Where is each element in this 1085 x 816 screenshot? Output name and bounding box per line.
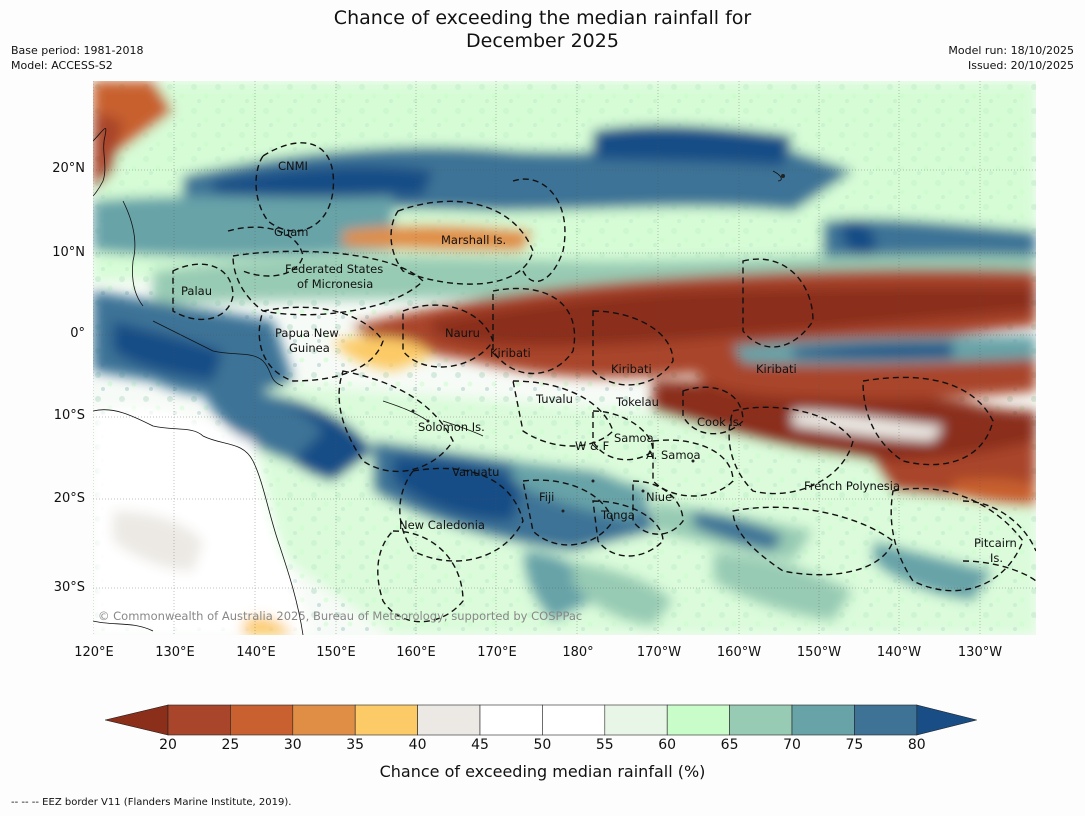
eez-footer-note: -- -- -- EEZ border V11 (Flanders Marine… [11,797,292,808]
label-wf: W & F [575,439,610,453]
colorbar-segment [729,704,793,736]
colorbar-tick-label: 45 [471,737,489,753]
lat-tick: 20°N [52,161,85,176]
label-guam: Guam [274,225,309,239]
label-frpoly: French Polynesia [804,479,901,493]
colorbar-segment [167,704,231,736]
lon-tick: 160°W [716,645,762,660]
colorbar-extend-low [105,704,169,736]
label-kiribati-3: Kiribati [756,362,797,376]
lon-tick: 150°E [316,645,356,660]
label-kiribati-1: Kiribati [490,346,531,360]
base-period: Base period: 1981-2018 [11,44,144,57]
label-cook: Cook Is. [697,415,743,429]
colorbar-segment [791,704,855,736]
lon-tick: 140°E [236,645,276,660]
title-line-2: December 2025 [466,30,619,52]
issued-date: Issued: 20/10/2025 [967,59,1074,72]
lon-tick: 180° [562,645,594,660]
title-line-1: Chance of exceeding the median rainfall … [333,7,752,29]
label-niue: Niue [646,490,673,504]
label-solomon: Solomon Is. [418,420,485,434]
colorbar-segment [604,704,668,736]
lon-tick: 170°W [636,645,682,660]
lat-tick: 10°N [52,245,85,260]
lon-tick: 120°E [74,645,114,660]
colorbar-segment [542,704,606,736]
label-png-1: Papua New [275,326,339,340]
coastlines [93,127,782,635]
label-marshall: Marshall Is. [441,233,507,247]
colorbar-segment [417,704,481,736]
chart-title: Chance of exceeding the median rainfall … [0,7,1085,53]
colorbar-tick-label: 20 [159,737,177,753]
colorbar-segment [230,704,294,736]
lon-tick: 170°E [477,645,517,660]
colorbar-extend-high [916,704,977,736]
graticule [93,81,1036,635]
colorbar-segment [354,704,418,736]
label-newcal: New Caledonia [399,518,485,532]
colorbar-segment [479,704,543,736]
label-nauru: Nauru [445,326,480,340]
label-pitcairn-2: Is. [990,551,1004,565]
label-asamoa: A. Samoa [646,448,701,462]
model-run: Model run: 18/10/2025 [948,44,1074,57]
model-name: Model: ACCESS-S2 [11,59,113,72]
colorbar-label: Chance of exceeding median rainfall (%) [379,762,706,781]
label-fiji: Fiji [539,490,555,504]
colorbar-tick-label: 35 [346,737,365,753]
colorbar-tick-label: 65 [720,737,739,753]
label-kiribati-2: Kiribati [611,362,652,376]
meta-left: Base period: 1981-2018 Model: ACCESS-S2 [11,43,143,73]
lon-tick: 130°W [957,645,1003,660]
rainfall-map: CNMI Guam Marshall Is. Federated States … [93,81,1036,635]
rainfall-shading [93,81,1036,635]
colorbar-tick-label: 25 [221,737,240,753]
label-tokelau: Tokelau [616,395,659,409]
islands [411,174,785,513]
label-samoa: Samoa [614,431,654,445]
label-tuvalu: Tuvalu [536,392,573,406]
lat-tick: 0° [70,326,85,341]
colorbar-tick-label: 55 [595,737,614,753]
colorbar-segment [854,704,918,736]
label-tonga: Tonga [601,508,635,522]
meta-right: Model run: 18/10/2025 Issued: 20/10/2025 [948,43,1074,73]
label-pitcairn-1: Pitcairn [974,536,1017,550]
lon-tick: 130°E [155,645,195,660]
label-vanuatu: Vanuatu [452,465,500,479]
colorbar-segment [666,704,730,736]
colorbar-segments [105,704,977,736]
colorbar-tick-label: 60 [658,737,677,753]
label-fsm-2: of Micronesia [297,277,374,291]
label-png-2: Guinea [289,341,330,355]
lon-tick: 140°W [876,645,922,660]
colorbar-segment [292,704,356,736]
lon-tick: 160°E [396,645,436,660]
lon-tick: 150°W [796,645,842,660]
label-fsm-1: Federated States [285,262,384,276]
label-cnmi: CNMI [278,159,308,173]
copyright-notice: © Commonwealth of Australia 2025, Bureau… [98,609,583,623]
lat-tick: 30°S [53,580,85,595]
colorbar-tick-label: 50 [533,737,552,753]
colorbar [105,704,977,736]
colorbar-tick-label: 80 [907,737,926,753]
colorbar-tick-label: 30 [283,737,302,753]
eez-borders [172,142,1036,623]
colorbar-tick-label: 40 [408,737,427,753]
lat-tick: 20°S [53,491,85,506]
colorbar-tick-label: 70 [783,737,801,753]
colorbar-tick-label: 75 [845,737,864,753]
map-svg [93,81,1036,635]
lat-tick: 10°S [53,408,85,423]
label-palau: Palau [181,284,212,298]
